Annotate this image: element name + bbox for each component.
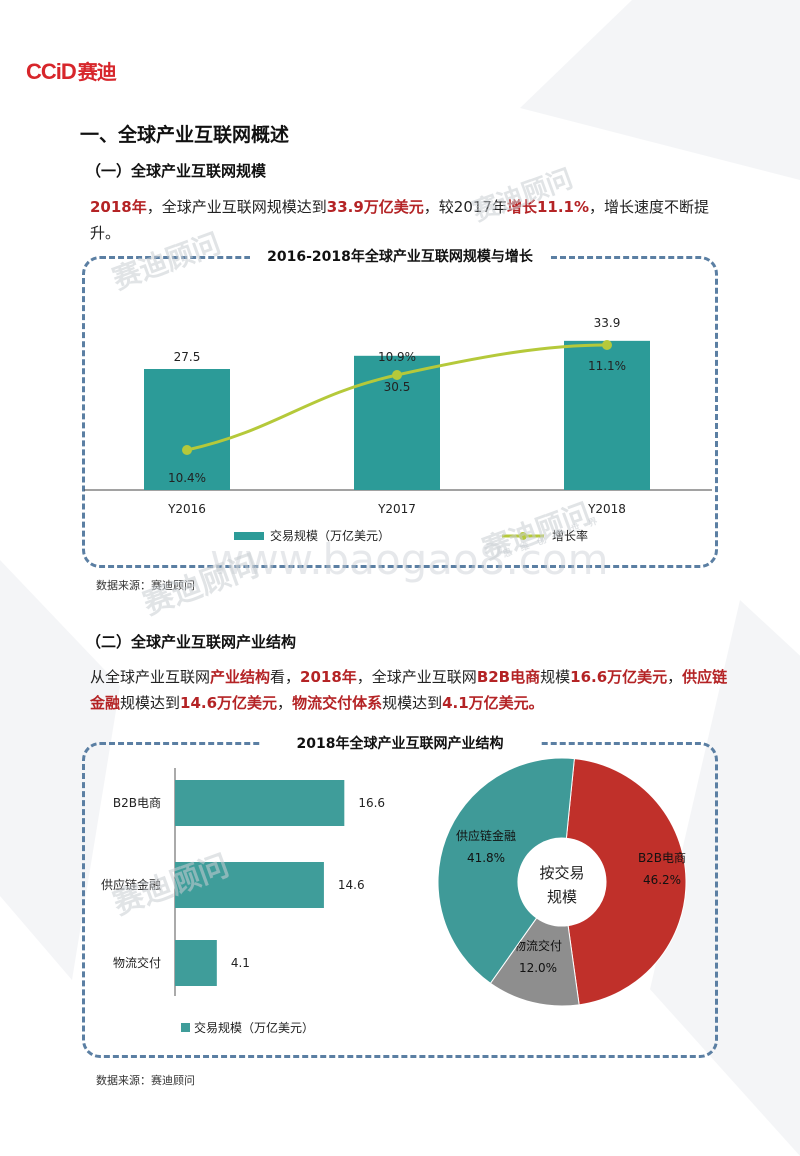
logo: CCiD 赛迪 [26,56,117,85]
paragraph-text: 规模 [540,668,571,686]
legend-swatch-bar [234,532,264,540]
legend-label: 增长率 [552,528,588,543]
chart1-svg: Y2016 Y2017 Y2018 27.5 30.5 33.9 10.4% 10.9% 11.… [84,316,712,543]
watermark-url: www.baogao8.com [210,535,609,584]
section2-source: 数据来源：赛迪顾问 [96,1074,195,1087]
slice-percent-label: 12.0% [519,961,557,975]
paragraph-text: 看， [270,668,301,686]
highlight-text: 16.6万亿美元 [570,668,668,686]
x-tick-label: Y2018 [587,502,626,516]
donut-center-label: 规模 [547,888,577,906]
section1-paragraph: 2018年，全球产业互联网规模达到33.9万亿美元，较2017年增长11.1%，… [90,194,730,246]
highlight-text: 2018年 [90,198,147,216]
highlight-text: B2B电商 [476,668,541,686]
slice-name-label: 供应链金融 [456,828,516,843]
growth-point [182,445,192,455]
highlight-text: 33.9万亿美元 [326,198,424,216]
hbar-value-label: 16.6 [358,796,385,810]
chart2-svg: B2B电商 16.6 供应链金融 14.6 物流交付 4.1 交易规模（万亿美元） [101,768,385,1035]
highlight-text: 产业结构 [210,668,271,686]
highlight-text: 14.6万亿美元 [180,694,278,712]
highlight-text: 物流交付体系 [292,694,383,712]
logo-cn: 赛迪 [77,60,117,84]
bar-value-label: 27.5 [174,350,201,364]
legend-swatch [181,1023,190,1032]
page-title: 一、全球产业互联网概述 [80,124,290,146]
hbar-value-label: 14.6 [338,878,365,892]
legend-label: 交易规模（万亿美元） [270,528,390,543]
category-label: 供应链金融 [101,877,161,892]
slice-name-label: 物流交付 [514,938,562,953]
section2-heading: （二）全球产业互联网产业结构 [86,633,297,651]
slice-name-label: B2B电商 [638,850,686,865]
category-label: 物流交付 [113,955,161,970]
slice-percent-label: 41.8% [467,851,505,865]
background-shard [520,0,800,180]
bar [144,369,230,490]
highlight-text: 增长11.1% [506,198,590,216]
paragraph-text: 规模达到 [120,694,181,712]
legend-label: 交易规模（万亿美元） [194,1020,314,1035]
highlight-text: 2018年 [300,668,357,686]
logo-latin: CCiD [26,59,77,84]
section1-heading: （一）全球产业互联网规模 [86,162,267,180]
paragraph-text: 规模达到 [382,694,443,712]
growth-label: 10.9% [378,350,416,364]
slice-percent-label: 46.2% [643,873,681,887]
pie-slice [565,758,687,1006]
section2-paragraph: 从全球产业互联网产业结构看，2018年，全球产业互联网B2B电商规模16.6万亿… [90,664,730,716]
paragraph-text: ， [667,668,683,686]
highlight-text: 4.1万亿美元。 [442,694,544,712]
bar-value-label: 33.9 [594,316,621,330]
legend-swatch-marker [519,532,527,540]
x-tick-label: Y2017 [377,502,416,516]
category-label: B2B电商 [113,795,161,810]
growth-label: 11.1% [588,359,626,373]
x-tick-label: Y2016 [167,502,206,516]
paragraph-text: ，较2017年 [423,198,507,216]
pie-slice [437,757,575,984]
donut-center-label: 按交易 [539,864,584,882]
hbar-value-label: 4.1 [231,956,250,970]
chart1-title: 2016-2018年全球产业互联网规模与增长 [250,246,550,266]
growth-point [392,370,402,380]
paragraph-text: ，全球产业互联网规模达到 [146,198,327,216]
paragraph-text: ，全球产业互联网 [356,668,477,686]
paragraph-text: ，增长速度不断提升。 [90,198,710,242]
chart2-title: 2018年全球产业互联网产业结构 [260,733,540,753]
growth-label: 10.4% [168,471,206,485]
section1-source: 数据来源：赛迪顾问 [96,579,195,592]
highlight-text: 供应链金融 [90,668,728,712]
hbar [175,780,345,826]
growth-point [602,340,612,350]
paragraph-text: ， [277,694,293,712]
hbar [175,862,324,908]
hbar [175,940,217,986]
bar [564,340,650,490]
donut-hole [519,839,605,925]
bar-value-label: 30.5 [384,380,411,394]
paragraph-text: 从全球产业互联网 [90,668,211,686]
